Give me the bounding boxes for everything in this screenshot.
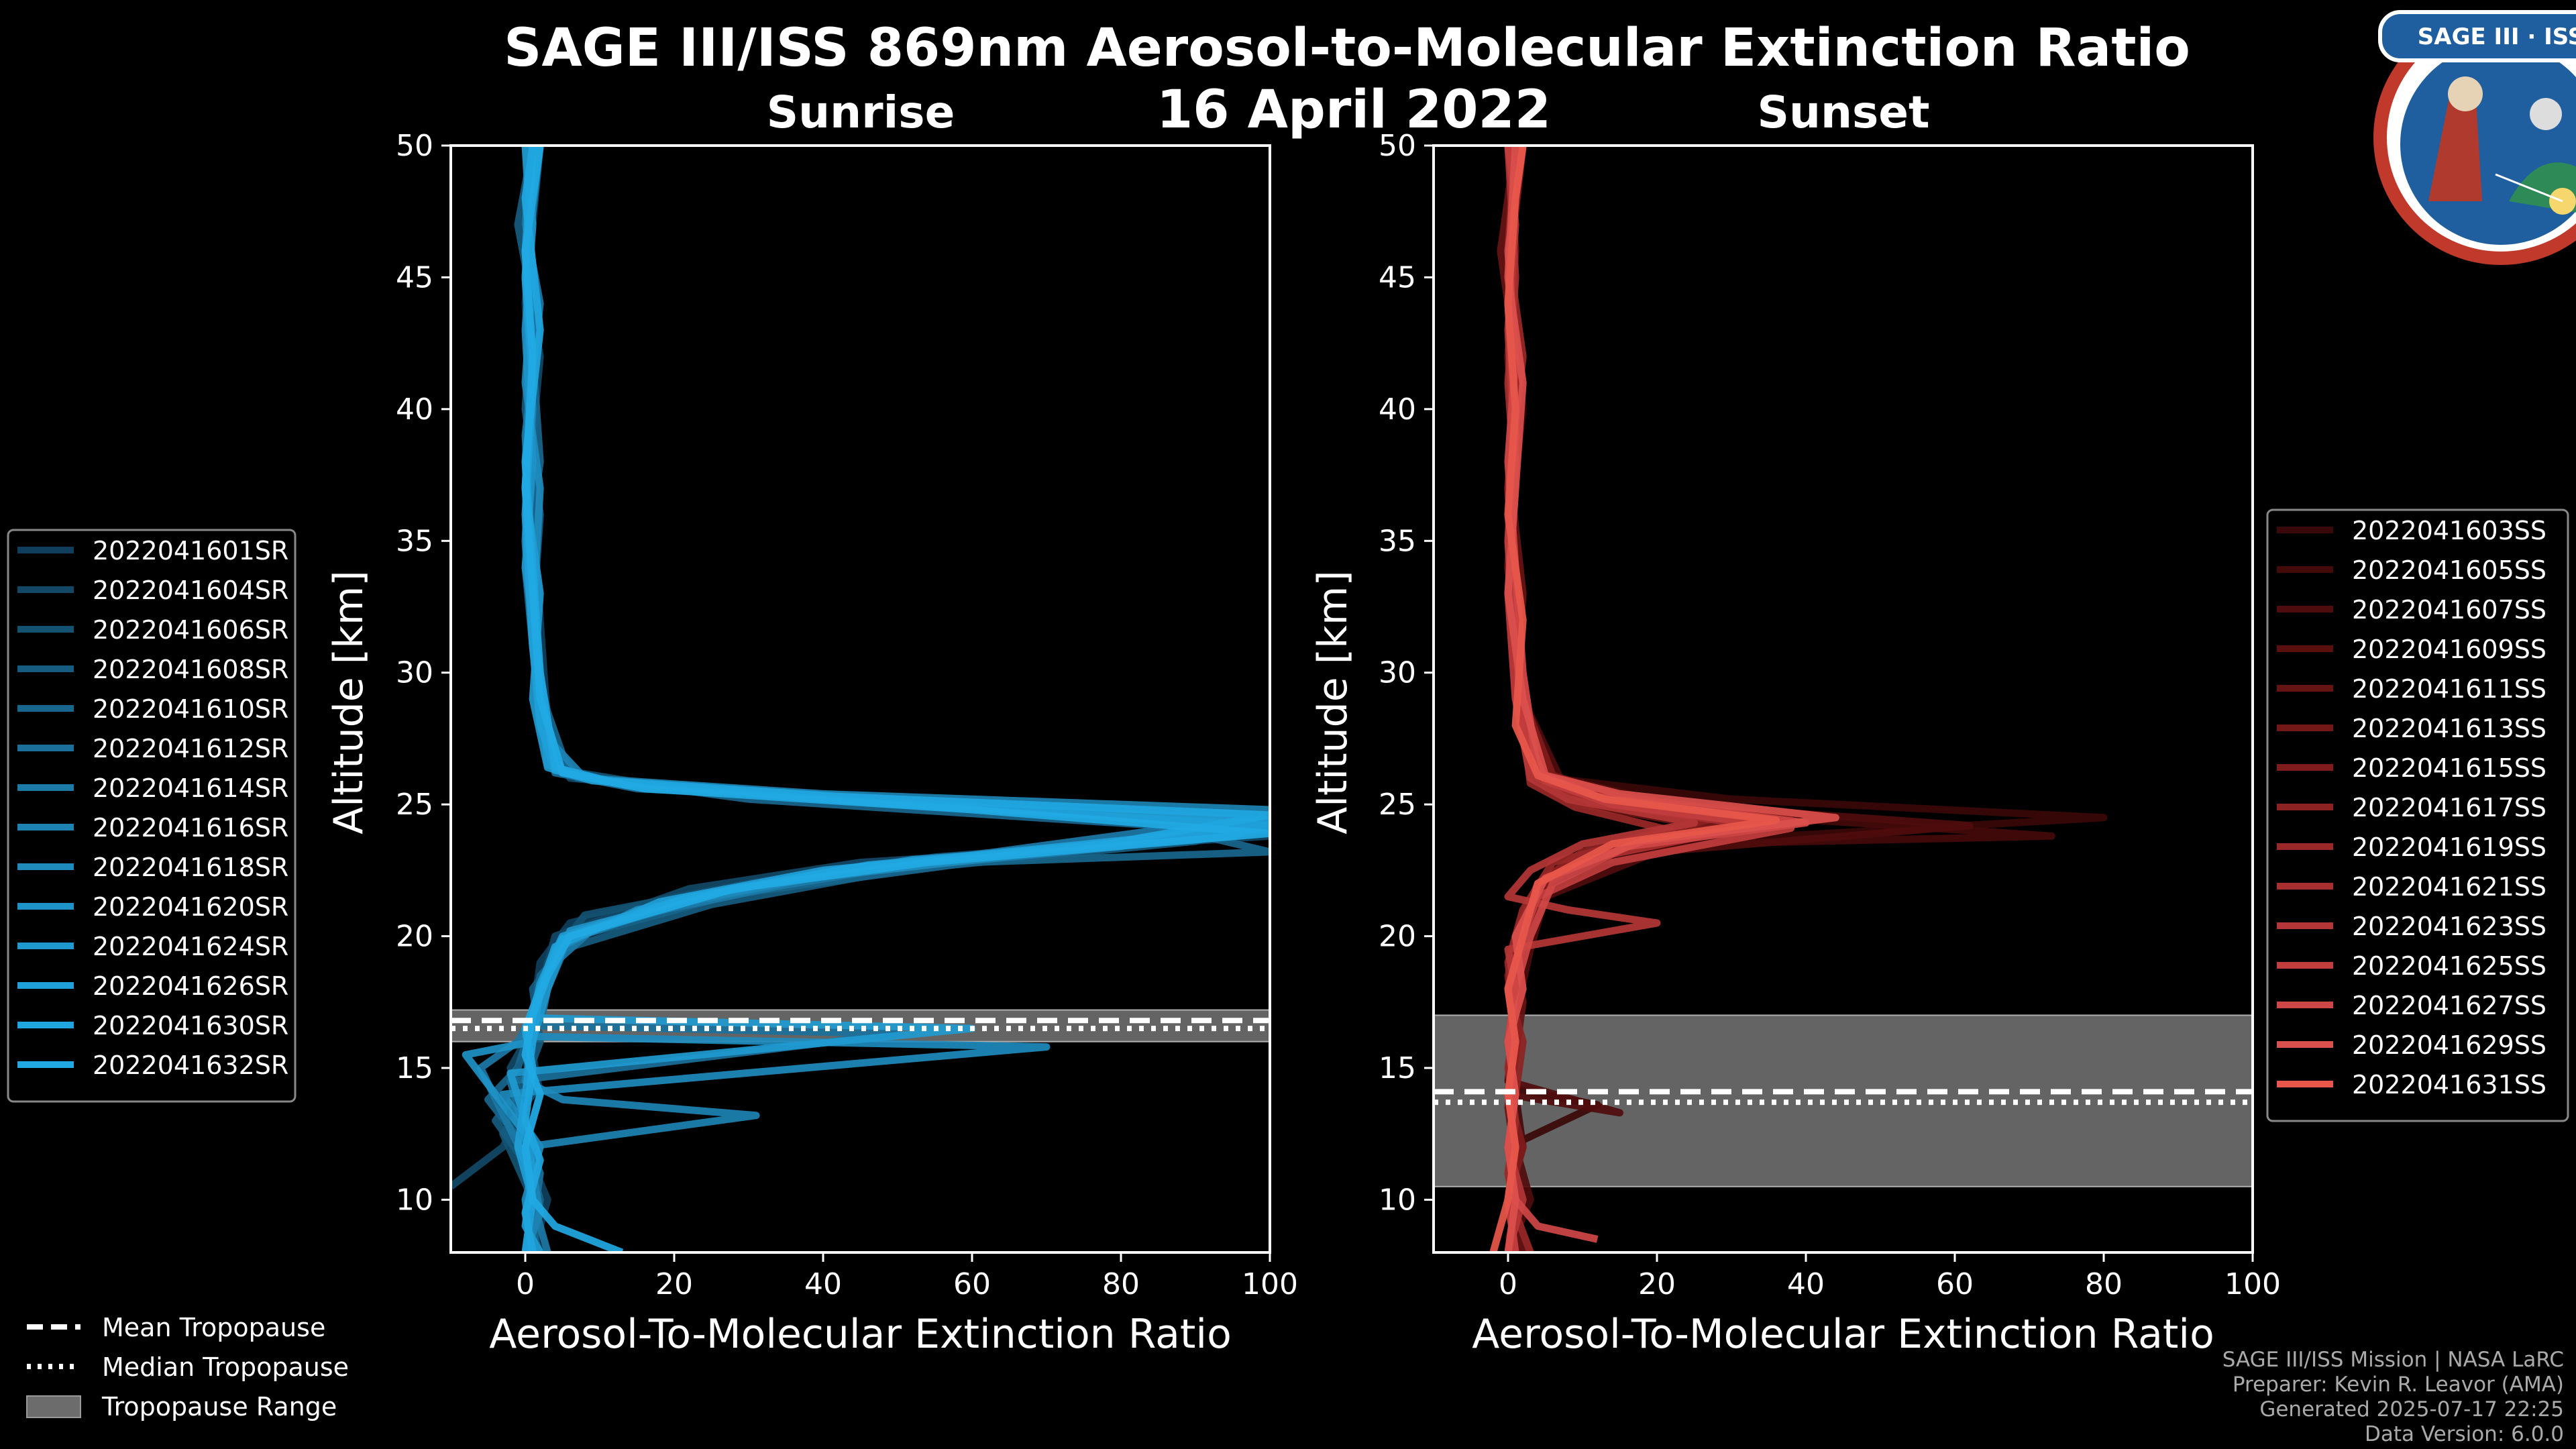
legend-label: 2022041624SR: [93, 932, 288, 961]
legend-label: 2022041607SS: [2352, 595, 2546, 625]
y-tick-label: 25: [1379, 788, 1416, 822]
legend-label: 2022041618SR: [93, 853, 288, 882]
legend-label: 2022041627SS: [2352, 991, 2546, 1020]
tropopause-legend: Mean Tropopause Median Tropopause Tropop…: [26, 1313, 349, 1421]
legend-label: 2022041629SS: [2352, 1030, 2546, 1060]
series-line-2022041629SS: [1504, 146, 1839, 1252]
legend-label: 2022041614SR: [93, 773, 288, 803]
logo-text: SAGE III · ISS: [2418, 23, 2576, 50]
legend-label: 2022041619SS: [2352, 833, 2546, 862]
date-title: 16 April 2022: [1157, 80, 1551, 140]
logo-figure-icon: [2428, 87, 2482, 201]
x-tick-label: 40: [1787, 1267, 1825, 1301]
credit-line: Generated 2025-07-17 22:25: [2259, 1397, 2564, 1421]
legend-frame: [7, 529, 297, 1103]
sunrise-panel: 0 20 40 60 80 100 10 15 20 25 30 35 40 45 50 Aerosol-To…: [325, 129, 1298, 1358]
y-tick-label: 45: [1379, 260, 1416, 294]
credit-line: SAGE III/ISS Mission | NASA LaRC: [2222, 1348, 2564, 1372]
tropopause-range-label: Tropopause Range: [101, 1392, 337, 1421]
figure-title: SAGE III/ISS 869nm Aerosol-to-Molecular …: [504, 18, 2190, 78]
y-tick-label: 30: [1379, 656, 1416, 690]
y-tick-label: 30: [396, 656, 433, 690]
y-tick-label: 40: [396, 392, 433, 427]
legend-label: 2022041623SS: [2352, 912, 2546, 941]
plot-frame: [449, 144, 1271, 1254]
y-tick-label: 15: [1379, 1051, 1416, 1085]
tropopause-range-swatch: [26, 1395, 81, 1418]
x-tick-label: 40: [804, 1267, 842, 1301]
median-tropopause-label: Median Tropopause: [102, 1352, 349, 1382]
logo-moon-icon: [2530, 98, 2562, 130]
legend-label: 2022041610SR: [93, 694, 288, 724]
legend-frame: [2266, 508, 2569, 1122]
legend-label: 2022041626SR: [93, 971, 288, 1001]
sunset-panel-title: Sunset: [1757, 87, 1929, 138]
legend-label: 2022041616SR: [93, 813, 288, 843]
logo-banner: [2378, 10, 2576, 62]
legend-label: 2022041606SR: [93, 615, 288, 645]
y-axis-label: Altitude [km]: [325, 570, 372, 835]
legend-label: 2022041632SR: [93, 1051, 288, 1080]
logo-beam-icon: [2495, 173, 2563, 203]
legend-label: 2022041608SR: [93, 655, 288, 684]
x-tick-label: 100: [2224, 1267, 2281, 1301]
credits: SAGE III/ISS Mission | NASA LaRC Prepare…: [2222, 1348, 2564, 1446]
sunset-panel: 0 20 40 60 80 100 10 15 20 25 30 35 40 45 50 Aerosol-To…: [1309, 129, 2281, 1358]
legend-label: 2022041605SS: [2352, 555, 2546, 585]
legend-label: 2022041617SS: [2352, 793, 2546, 822]
x-tick-label: 80: [2085, 1267, 2123, 1301]
x-tick-label: 100: [1242, 1267, 1298, 1301]
y-tick-label: 50: [1379, 129, 1416, 163]
sage-iii-iss-logo: SAGE III · ISS: [2373, 10, 2576, 265]
series-line-2022041610SR: [484, 146, 1270, 1252]
y-tick-label: 50: [396, 129, 433, 163]
legend-label: 2022041612SR: [93, 734, 288, 763]
legend-label: 2022041625SS: [2352, 951, 2546, 981]
legend-label: 2022041613SS: [2352, 714, 2546, 743]
x-tick-label: 20: [655, 1267, 693, 1301]
y-tick-label: 15: [396, 1051, 433, 1085]
y-tick-label: 25: [396, 788, 433, 822]
y-tick-label: 10: [1379, 1183, 1416, 1217]
x-axis-label: Aerosol-To-Molecular Extinction Ratio: [489, 1311, 1232, 1358]
legend-label: 2022041601SR: [93, 536, 288, 566]
y-axis-label: Altitude [km]: [1309, 570, 1356, 835]
y-tick-label: 45: [396, 260, 433, 294]
legend-label: 2022041620SR: [93, 892, 288, 922]
legend-label: 2022041611SS: [2352, 674, 2546, 704]
legend-label: 2022041604SR: [93, 576, 288, 605]
x-tick-label: 0: [516, 1267, 535, 1301]
x-axis-label: Aerosol-To-Molecular Extinction Ratio: [1472, 1311, 2214, 1358]
series-lines: [451, 146, 1270, 1252]
y-tick-label: 40: [1379, 392, 1416, 427]
y-tick-label: 10: [396, 1183, 433, 1217]
legend-label: 2022041631SS: [2352, 1070, 2546, 1099]
y-tick-label: 20: [1379, 920, 1416, 954]
sunrise-legend: 2022041601SR 2022041604SR 2022041606SR 2022…: [7, 529, 297, 1103]
legend-label: 2022041621SS: [2352, 872, 2546, 902]
x-tick-label: 60: [953, 1267, 991, 1301]
y-tick-label: 20: [396, 920, 433, 954]
credit-line: Preparer: Kevin R. Leavor (AMA): [2233, 1373, 2564, 1397]
y-tick-label: 35: [396, 524, 433, 558]
sunrise-panel-title: Sunrise: [767, 87, 955, 138]
legend-label: 2022041615SS: [2352, 753, 2546, 783]
plot-frame: [1432, 144, 2254, 1254]
x-tick-label: 60: [1936, 1267, 1974, 1301]
legend-label: 2022041603SS: [2352, 516, 2546, 545]
credit-line: Data Version: 6.0.0: [2365, 1422, 2564, 1446]
series-line-2022041632SR: [521, 146, 1270, 1252]
logo-head-icon: [2448, 76, 2483, 111]
mean-tropopause-label: Mean Tropopause: [102, 1313, 325, 1342]
x-tick-label: 0: [1499, 1267, 1517, 1301]
legend-label: 2022041609SS: [2352, 635, 2546, 664]
x-tick-label: 80: [1102, 1267, 1140, 1301]
legend-label: 2022041630SR: [93, 1011, 288, 1040]
sunset-legend: 2022041603SS 2022041605SS 2022041607SS 2022…: [2266, 508, 2569, 1122]
y-tick-label: 35: [1379, 524, 1416, 558]
x-tick-label: 20: [1638, 1267, 1676, 1301]
